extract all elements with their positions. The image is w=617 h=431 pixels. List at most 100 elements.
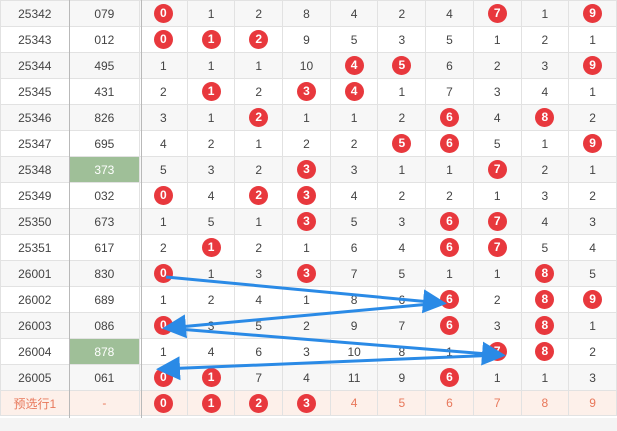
trend-cell: 2 (282, 130, 331, 157)
issue-number: 25344 (0, 52, 70, 79)
trend-cell: 3 (329, 156, 379, 183)
preselect-cell[interactable]: 2 (234, 390, 284, 416)
trend-cell: 1 (139, 208, 188, 235)
hit-ball: 7 (487, 212, 507, 231)
trend-cell: 6 (425, 286, 474, 313)
trend-cell: 5 (425, 26, 474, 53)
trend-cell: 1 (425, 156, 474, 183)
trend-cell: 1 (472, 260, 522, 287)
trend-cell: 11 (329, 364, 379, 391)
trend-cell: 10 (282, 52, 331, 79)
hit-ball: 9 (583, 290, 603, 309)
trend-cell: 5 (377, 52, 427, 79)
trend-cell: 3 (377, 26, 427, 53)
hit-ball: 7 (487, 4, 507, 23)
table-row: 25342 079 0 1 2 8 4 2 4 7 1 9 (0, 0, 617, 27)
trend-table: 25342 079 0 1 2 8 4 2 4 7 1 9 25343 012 0 1 2 9 5 3 5 1 2 1 2534… (0, 0, 617, 416)
issue-number: 25349 (0, 182, 70, 209)
draw-number: 079 (68, 0, 141, 27)
trend-cell: 2 (234, 0, 284, 27)
preselect-cell[interactable]: 9 (568, 390, 617, 416)
hit-ball: 6 (440, 134, 460, 153)
trend-cell: 7 (472, 156, 522, 183)
hit-ball: 2 (249, 108, 269, 127)
hit-ball: 7 (487, 160, 507, 179)
draw-number: 830 (68, 260, 141, 287)
trend-cell: 8 (520, 338, 570, 365)
trend-cell: 6 (234, 338, 284, 365)
table-row: 25346 826 3 1 2 1 1 2 6 4 8 2 (0, 104, 617, 131)
issue-number: 26005 (0, 364, 70, 391)
trend-cell: 1 (186, 78, 236, 105)
hit-ball: 9 (583, 134, 603, 153)
trend-cell: 4 (282, 364, 331, 391)
table-row: 25348 373 5 3 2 3 3 1 1 7 2 1 (0, 156, 617, 183)
trend-cell: 9 (568, 286, 617, 313)
hit-ball: 1 (201, 238, 221, 257)
issue-number: 25348 (0, 156, 70, 183)
hit-ball: 7 (487, 238, 507, 257)
trend-cell: 7 (472, 0, 522, 27)
trend-cell: 1 (139, 338, 188, 365)
preselect-ball[interactable]: 1 (201, 393, 221, 413)
trend-cell: 4 (329, 182, 379, 209)
preselect-ball[interactable]: 2 (249, 393, 269, 413)
issue-number: 26004 (0, 338, 70, 365)
trend-cell: 3 (139, 104, 188, 131)
table-row: 25349 032 0 4 2 3 4 2 2 1 3 2 (0, 182, 617, 209)
trend-cell: 8 (520, 104, 570, 131)
preselect-cell[interactable]: 1 (186, 390, 236, 416)
hit-ball: 5 (392, 56, 412, 75)
trend-cell: 3 (568, 208, 617, 235)
trend-cell: 1 (520, 130, 570, 157)
trend-cell: 3 (234, 260, 284, 287)
preselect-num: - (68, 390, 141, 416)
preselect-ball[interactable]: 0 (153, 393, 173, 413)
preselect-cell[interactable]: 4 (329, 390, 379, 416)
trend-cell: 1 (139, 286, 188, 313)
trend-cell: 2 (377, 104, 427, 131)
trend-cell: 7 (425, 78, 474, 105)
table-row: 26005 061 0 1 7 4 11 9 6 1 1 3 (0, 364, 617, 391)
hit-ball: 9 (583, 4, 603, 23)
trend-cell: 0 (139, 364, 188, 391)
hit-ball: 8 (535, 316, 555, 335)
preselect-cell[interactable]: 8 (520, 390, 570, 416)
preselect-cell[interactable]: 6 (425, 390, 474, 416)
trend-cell: 1 (329, 104, 379, 131)
trend-cell: 1 (186, 0, 236, 27)
trend-cell: 1 (186, 364, 236, 391)
preselect-row[interactable]: 预选行1-0 1 2 3 4 5 6 7 8 9 (0, 390, 617, 416)
draw-number: 878 (68, 338, 141, 365)
trend-cell: 2 (329, 130, 379, 157)
trend-cell: 7 (472, 234, 522, 261)
trend-cell: 2 (520, 156, 570, 183)
trend-cell: 4 (377, 234, 427, 261)
preselect-cell[interactable]: 3 (282, 390, 331, 416)
trend-cell: 3 (282, 78, 331, 105)
trend-cell: 0 (139, 0, 188, 27)
trend-cell: 2 (139, 78, 188, 105)
trend-cell: 3 (520, 52, 570, 79)
trend-cell: 2 (186, 286, 236, 313)
preselect-cell[interactable]: 5 (377, 390, 427, 416)
trend-cell: 4 (329, 0, 379, 27)
trend-cell: 1 (186, 52, 236, 79)
preselect-cell[interactable]: 0 (139, 390, 188, 416)
trend-cell: 1 (568, 26, 617, 53)
issue-number: 25351 (0, 234, 70, 261)
trend-cell: 5 (329, 26, 379, 53)
trend-cell: 3 (282, 182, 331, 209)
column-divider (141, 0, 142, 431)
issue-number: 25343 (0, 26, 70, 53)
trend-cell: 2 (234, 234, 284, 261)
trend-cell: 1 (186, 26, 236, 53)
trend-cell: 1 (568, 312, 617, 339)
hit-ball: 1 (201, 82, 221, 101)
trend-cell: 2 (377, 182, 427, 209)
trend-cell: 5 (377, 260, 427, 287)
trend-cell: 9 (568, 130, 617, 157)
preselect-cell[interactable]: 7 (472, 390, 522, 416)
preselect-ball[interactable]: 3 (296, 393, 316, 413)
trend-cell: 4 (425, 0, 474, 27)
